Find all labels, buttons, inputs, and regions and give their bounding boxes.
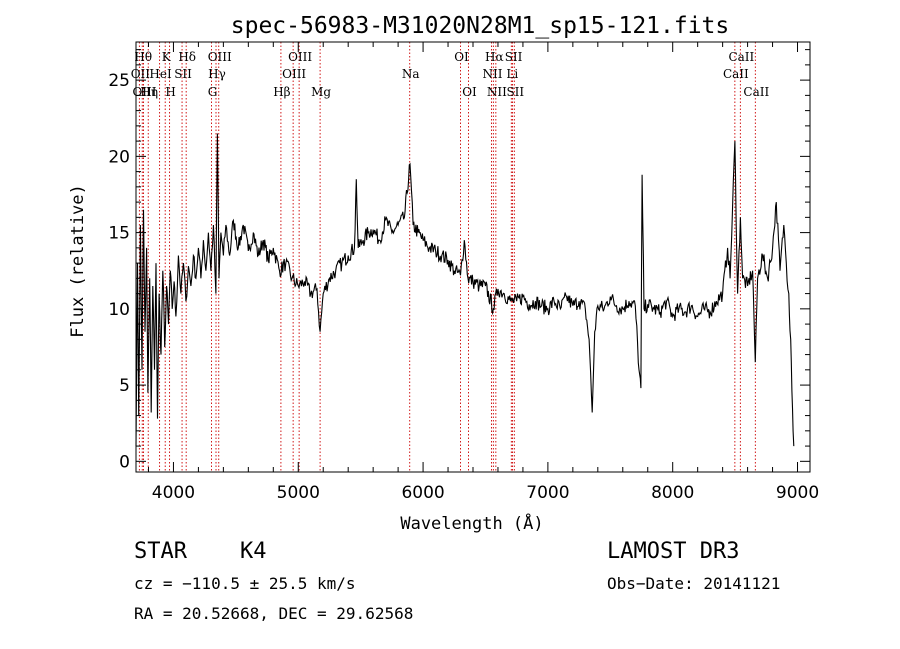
emission-line-label: Hη <box>140 85 158 99</box>
emission-line-label: CaII <box>723 67 749 81</box>
y-axis-ticks: 0 5 10 15 20 25 <box>108 49 810 472</box>
y-tick-label: 5 <box>119 376 130 396</box>
observation-date: Obs−Date: 20141121 <box>607 574 781 593</box>
x-axis-ticks: 4000 5000 6000 7000 8000 9000 <box>147 42 819 503</box>
x-tick-label: 4000 <box>152 483 195 503</box>
emission-line-label: OIII <box>288 50 312 64</box>
y-axis-label: Flux (relative) <box>68 184 88 338</box>
x-axis-label: Wavelength (Å) <box>400 512 543 534</box>
emission-line-label: Na <box>402 67 420 81</box>
y-tick-label: 25 <box>108 71 130 91</box>
x-tick-label: 7000 <box>526 483 569 503</box>
emission-line-label: H <box>165 85 175 99</box>
sky-coordinates: RA = 20.52668, DEC = 29.62568 <box>134 604 414 623</box>
emission-line-label: OIII <box>282 67 306 81</box>
x-tick-label: 8000 <box>651 483 694 503</box>
y-tick-label: 15 <box>108 224 130 244</box>
emission-line-label: HeI <box>149 67 172 81</box>
emission-line-label: Mg <box>311 85 331 99</box>
emission-line-label: OII <box>131 67 151 81</box>
x-tick-label: 9000 <box>776 483 819 503</box>
emission-line-label: OI <box>462 85 477 99</box>
emission-line-label: SII <box>506 85 524 99</box>
emission-line-label: Hθ <box>134 50 152 64</box>
emission-line-label: SII <box>174 67 192 81</box>
chart-title: spec-56983-M31020N28M1_sp15-121.fits <box>231 13 730 39</box>
emission-line-label: K <box>162 50 172 64</box>
y-tick-label: 10 <box>108 300 130 320</box>
x-tick-label: 5000 <box>277 483 320 503</box>
emission-line-label: Hδ <box>178 50 196 64</box>
x-tick-label: 6000 <box>401 483 444 503</box>
emission-line-label: Hγ <box>208 67 226 81</box>
emission-line-label: NII <box>487 85 507 99</box>
survey-name: LAMOST DR3 <box>607 539 740 564</box>
emission-line-label: Hβ <box>273 85 290 99</box>
spectrum-line <box>135 133 795 447</box>
emission-line-label: OI <box>454 50 469 64</box>
emission-line-label: OIII <box>208 50 232 64</box>
emission-line-label: G <box>208 85 218 99</box>
plot-frame <box>135 41 811 473</box>
emission-line-label: Hα <box>485 50 504 64</box>
emission-line-label: NII <box>482 67 502 81</box>
redshift-cz: cz = −110.5 ± 25.5 km/s <box>134 574 356 593</box>
object-subclass: K4 <box>240 539 267 564</box>
y-tick-label: 0 <box>119 452 130 472</box>
emission-line-label: CaII <box>743 85 769 99</box>
emission-line-label: Li <box>506 67 518 81</box>
emission-line-label: SII <box>505 50 523 64</box>
emission-line-label: CaII <box>728 50 754 64</box>
y-tick-label: 20 <box>108 147 130 167</box>
emission-line-markers <box>138 42 756 472</box>
object-class: STAR <box>134 539 187 564</box>
